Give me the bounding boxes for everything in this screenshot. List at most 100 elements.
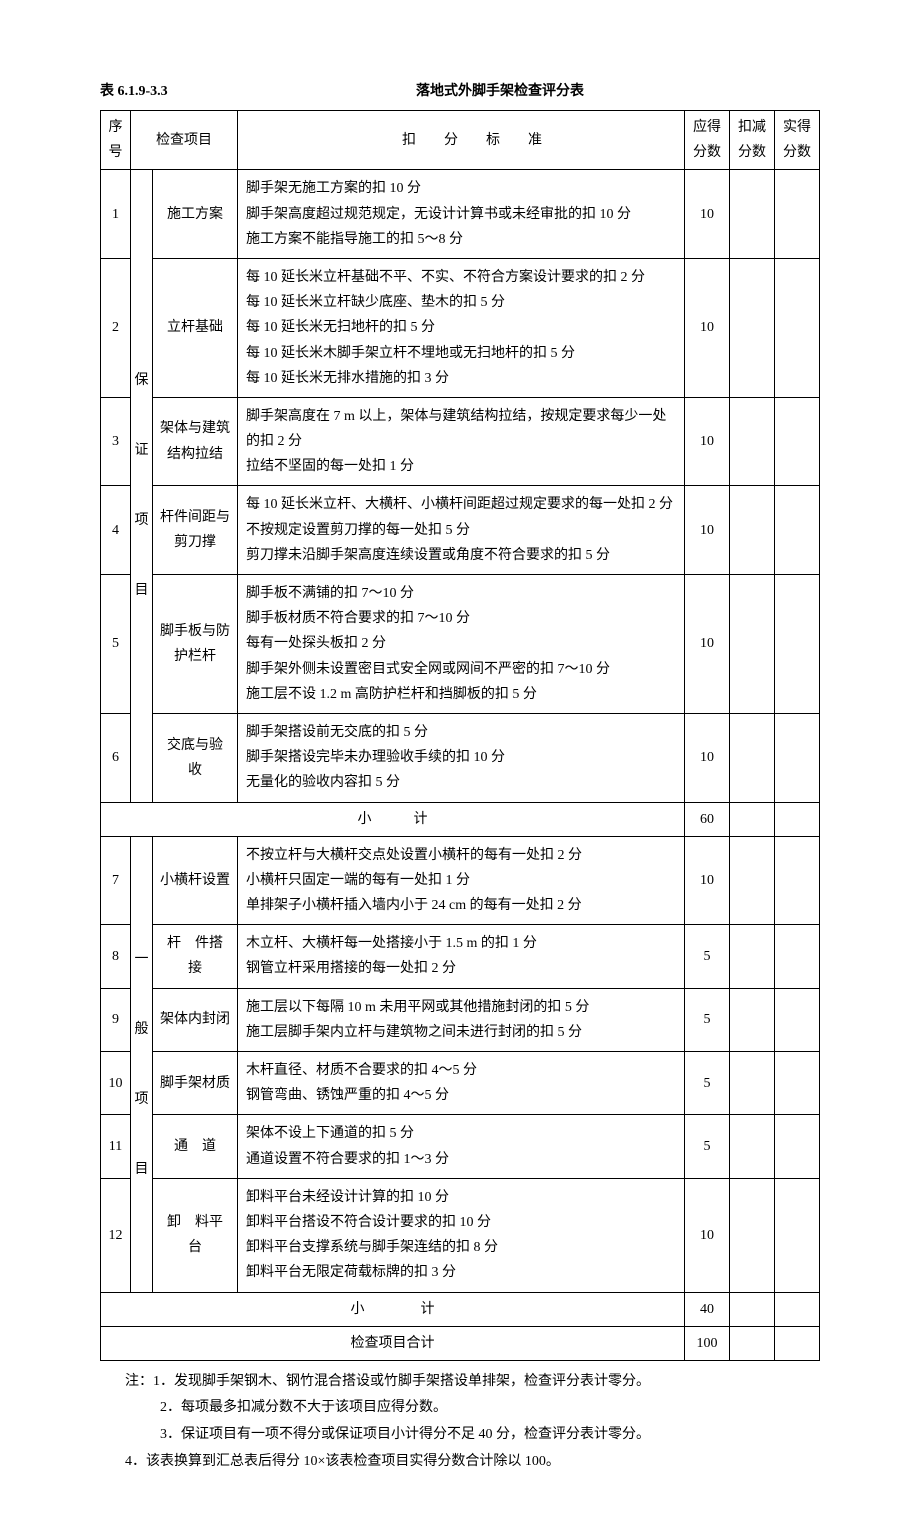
actual-cell [775, 988, 820, 1051]
item-cell: 架体内封闭 [153, 988, 238, 1051]
score-cell: 10 [685, 258, 730, 397]
total-row: 检查项目合计 100 [101, 1326, 820, 1360]
actual-cell [775, 1115, 820, 1178]
table-row: 12 卸 料平 台 卸料平台未经设计计算的扣 10 分卸料平台搭设不符合设计要求… [101, 1178, 820, 1292]
table-title: 落地式外脚手架检查评分表 [280, 80, 820, 100]
criteria-cell: 脚手架高度在 7 m 以上，架体与建筑结构拉结，按规定要求每少一处的扣 2 分拉… [238, 397, 685, 486]
table-row: 10 脚手架材质 木杆直径、材质不合要求的扣 4～5 分钢管弯曲、锈蚀严重的扣 … [101, 1052, 820, 1115]
scoring-table: 序号 检查项目 扣分标准 应得分数 扣减分数 实得分数 1 保证项目 施工方案 … [100, 110, 820, 1361]
criteria-cell: 每 10 延长米立杆、大横杆、小横杆间距超过规定要求的每一处扣 2 分不按规定设… [238, 486, 685, 575]
score-cell: 5 [685, 925, 730, 988]
criteria-cell: 卸料平台未经设计计算的扣 10 分卸料平台搭设不符合设计要求的扣 10 分卸料平… [238, 1178, 685, 1292]
deduct-cell [730, 1178, 775, 1292]
score-cell: 5 [685, 1052, 730, 1115]
actual-cell [775, 397, 820, 486]
score-cell: 10 [685, 713, 730, 802]
table-row: 7 一般项目 小横杆设置 不按立杆与大横杆交点处设置小横杆的每有一处扣 2 分小… [101, 836, 820, 925]
actual-cell [775, 925, 820, 988]
table-row: 4 杆件间距与剪刀撑 每 10 延长米立杆、大横杆、小横杆间距超过规定要求的每一… [101, 486, 820, 575]
score-cell: 5 [685, 988, 730, 1051]
note-item: 注：1．发现脚手架钢木、钢竹混合搭设或竹脚手架搭设单排架，检查评分表计零分。 [125, 1369, 820, 1396]
col-deduct-score: 扣减分数 [730, 111, 775, 170]
table-row: 6 交底与验 收 脚手架搭设前无交底的扣 5 分脚手架搭设完毕未办理验收手续的扣… [101, 713, 820, 802]
criteria-cell: 脚手架无施工方案的扣 10 分脚手架高度超过规范规定，无设计计算书或未经审批的扣… [238, 170, 685, 259]
score-cell: 5 [685, 1115, 730, 1178]
seq-cell: 4 [101, 486, 131, 575]
seq-cell: 9 [101, 988, 131, 1051]
col-should-score: 应得分数 [685, 111, 730, 170]
total-score: 100 [685, 1326, 730, 1360]
seq-cell: 6 [101, 713, 131, 802]
table-number: 表 6.1.9-3.3 [100, 80, 280, 100]
table-row: 3 架体与建筑结构拉结 脚手架高度在 7 m 以上，架体与建筑结构拉结，按规定要… [101, 397, 820, 486]
score-cell: 10 [685, 486, 730, 575]
actual-cell [775, 170, 820, 259]
actual-cell [775, 486, 820, 575]
item-cell: 通 道 [153, 1115, 238, 1178]
seq-cell: 1 [101, 170, 131, 259]
actual-cell [775, 1178, 820, 1292]
item-cell: 脚手架材质 [153, 1052, 238, 1115]
item-cell: 杆件间距与剪刀撑 [153, 486, 238, 575]
criteria-cell: 不按立杆与大横杆交点处设置小横杆的每有一处扣 2 分小横杆只固定一端的每有一处扣… [238, 836, 685, 925]
item-cell: 杆 件搭 接 [153, 925, 238, 988]
subtotal-label: 小 计 [101, 802, 685, 836]
subtotal-score: 40 [685, 1292, 730, 1326]
actual-cell [775, 836, 820, 925]
notes-section: 注：1．发现脚手架钢木、钢竹混合搭设或竹脚手架搭设单排架，检查评分表计零分。 2… [100, 1369, 820, 1475]
item-cell: 卸 料平 台 [153, 1178, 238, 1292]
document-header: 表 6.1.9-3.3 落地式外脚手架检查评分表 [100, 80, 820, 100]
seq-cell: 10 [101, 1052, 131, 1115]
deduct-cell [730, 397, 775, 486]
seq-cell: 2 [101, 258, 131, 397]
item-cell: 立杆基础 [153, 258, 238, 397]
table-row: 8 杆 件搭 接 木立杆、大横杆每一处搭接小于 1.5 m 的扣 1 分钢管立杆… [101, 925, 820, 988]
seq-cell: 11 [101, 1115, 131, 1178]
criteria-cell: 脚手架搭设前无交底的扣 5 分脚手架搭设完毕未办理验收手续的扣 10 分无量化的… [238, 713, 685, 802]
subtotal-row: 小 计 60 [101, 802, 820, 836]
table-row: 2 立杆基础 每 10 延长米立杆基础不平、不实、不符合方案设计要求的扣 2 分… [101, 258, 820, 397]
item-cell: 施工方案 [153, 170, 238, 259]
note-item: 3．保证项目有一项不得分或保证项目小计得分不足 40 分，检查评分表计零分。 [125, 1422, 820, 1449]
deduct-cell [730, 575, 775, 714]
deduct-cell [730, 486, 775, 575]
group-label: 保证项目 [131, 170, 153, 802]
criteria-cell: 木杆直径、材质不合要求的扣 4～5 分钢管弯曲、锈蚀严重的扣 4～5 分 [238, 1052, 685, 1115]
table-row: 11 通 道 架体不设上下通道的扣 5 分通道设置不符合要求的扣 1～3 分 5 [101, 1115, 820, 1178]
deduct-cell [730, 1115, 775, 1178]
note-item: 2．每项最多扣减分数不大于该项目应得分数。 [125, 1395, 820, 1422]
col-seq: 序号 [101, 111, 131, 170]
deduct-cell [730, 258, 775, 397]
subtotal-score: 60 [685, 802, 730, 836]
col-check-item: 检查项目 [131, 111, 238, 170]
seq-cell: 3 [101, 397, 131, 486]
seq-cell: 8 [101, 925, 131, 988]
actual-cell [775, 713, 820, 802]
deduct-cell [730, 988, 775, 1051]
deduct-cell [730, 713, 775, 802]
col-actual-score: 实得分数 [775, 111, 820, 170]
deduct-cell [730, 1052, 775, 1115]
subtotal-row: 小 计 40 [101, 1292, 820, 1326]
group-label: 一般项目 [131, 836, 153, 1292]
header-row: 序号 检查项目 扣分标准 应得分数 扣减分数 实得分数 [101, 111, 820, 170]
table-row: 9 架体内封闭 施工层以下每隔 10 m 未用平网或其他措施封闭的扣 5 分施工… [101, 988, 820, 1051]
deduct-cell [730, 925, 775, 988]
criteria-cell: 脚手板不满铺的扣 7～10 分脚手板材质不符合要求的扣 7～10 分每有一处探头… [238, 575, 685, 714]
seq-cell: 7 [101, 836, 131, 925]
criteria-cell: 施工层以下每隔 10 m 未用平网或其他措施封闭的扣 5 分施工层脚手架内立杆与… [238, 988, 685, 1051]
item-cell: 小横杆设置 [153, 836, 238, 925]
table-row: 5 脚手板与防护栏杆 脚手板不满铺的扣 7～10 分脚手板材质不符合要求的扣 7… [101, 575, 820, 714]
score-cell: 10 [685, 836, 730, 925]
criteria-cell: 木立杆、大横杆每一处搭接小于 1.5 m 的扣 1 分钢管立杆采用搭接的每一处扣… [238, 925, 685, 988]
seq-cell: 5 [101, 575, 131, 714]
col-criteria: 扣分标准 [238, 111, 685, 170]
item-cell: 架体与建筑结构拉结 [153, 397, 238, 486]
table-row: 1 保证项目 施工方案 脚手架无施工方案的扣 10 分脚手架高度超过规范规定，无… [101, 170, 820, 259]
item-cell: 脚手板与防护栏杆 [153, 575, 238, 714]
seq-cell: 12 [101, 1178, 131, 1292]
criteria-cell: 架体不设上下通道的扣 5 分通道设置不符合要求的扣 1～3 分 [238, 1115, 685, 1178]
score-cell: 10 [685, 1178, 730, 1292]
actual-cell [775, 575, 820, 714]
deduct-cell [730, 170, 775, 259]
